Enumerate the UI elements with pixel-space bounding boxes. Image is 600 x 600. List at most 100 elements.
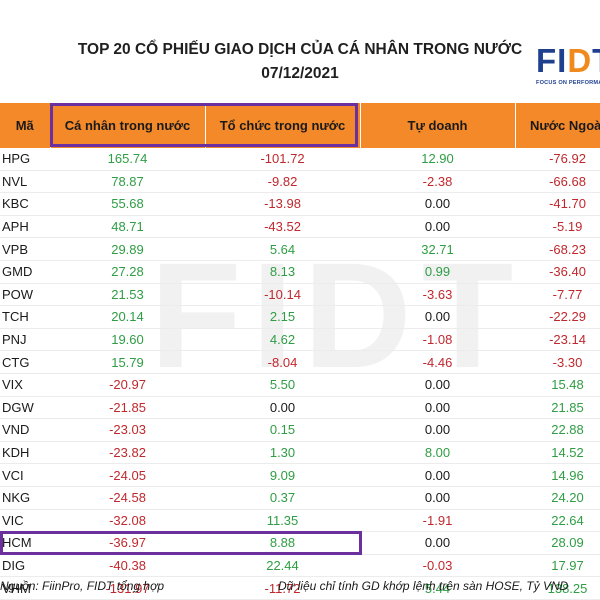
value-cell: -101.72 — [205, 148, 360, 171]
header-code: Mã — [0, 103, 51, 148]
stock-code: VCI — [0, 463, 50, 487]
value-cell: -41.70 — [515, 192, 600, 216]
value-cell: 55.68 — [50, 192, 205, 216]
stock-code: GMD — [0, 260, 50, 284]
value-cell: 15.79 — [50, 350, 205, 374]
value-cell: -1.08 — [360, 328, 515, 352]
value-cell: 0.99 — [360, 260, 515, 284]
value-cell: 0.00 — [360, 396, 515, 420]
header-proprietary: Tự doanh — [360, 103, 516, 148]
stock-code: HPG — [0, 148, 50, 171]
table-row: KDH -23.82 1.30 8.00 14.52 — [0, 441, 600, 465]
table-header-row: Mã Cá nhân trong nước Tổ chức trong nước… — [0, 103, 600, 148]
stock-code: VHM — [0, 576, 50, 600]
value-cell: -2.38 — [360, 170, 515, 194]
table-row: KBC 55.68 -13.98 0.00 -41.70 — [0, 192, 600, 216]
value-cell: -68.23 — [515, 237, 600, 261]
table-row: HCM -36.97 8.88 0.00 28.09 — [0, 531, 600, 555]
value-cell: -4.46 — [360, 350, 515, 374]
stock-code: APH — [0, 215, 50, 239]
value-cell: 12.90 — [360, 148, 515, 171]
value-cell: 21.53 — [50, 283, 205, 307]
stock-code: VPB — [0, 237, 50, 261]
value-cell: 5.44 — [360, 576, 515, 600]
table-row: VHM -131.97 -11.72 5.44 138.25 — [0, 576, 600, 600]
value-cell: 27.28 — [50, 260, 205, 284]
stock-code: CTG — [0, 350, 50, 374]
stock-code: VND — [0, 418, 50, 442]
value-cell: -24.05 — [50, 463, 205, 487]
value-cell: -7.77 — [515, 283, 600, 307]
table-row: PNJ 19.60 4.62 -1.08 -23.14 — [0, 328, 600, 352]
value-cell: -10.14 — [205, 283, 360, 307]
stock-code: POW — [0, 283, 50, 307]
value-cell: 165.74 — [50, 148, 205, 171]
value-cell: -8.04 — [205, 350, 360, 374]
value-cell: 28.09 — [515, 531, 600, 555]
value-cell: -13.98 — [205, 192, 360, 216]
title-date: 07/12/2021 — [261, 65, 339, 82]
value-cell: 0.00 — [360, 463, 515, 487]
header-institution: Tổ chức trong nước — [205, 103, 361, 148]
table-row: POW 21.53 -10.14 -3.63 -7.77 — [0, 283, 600, 307]
page-title: TOP 20 CỔ PHIẾU GIAO DỊCH CỦA CÁ NHÂN TR… — [0, 38, 600, 86]
table-row: APH 48.71 -43.52 0.00 -5.19 — [0, 215, 600, 239]
table-row: CTG 15.79 -8.04 -4.46 -3.30 — [0, 350, 600, 374]
value-cell: 5.64 — [205, 237, 360, 261]
value-cell: 14.96 — [515, 463, 600, 487]
value-cell: -22.29 — [515, 305, 600, 329]
value-cell: -36.97 — [50, 531, 205, 555]
value-cell: -24.58 — [50, 486, 205, 510]
value-cell: 14.52 — [515, 441, 600, 465]
source-note: Nguồn: FiinPro, FIDT tổng hợp — [0, 579, 164, 593]
title-line-1: TOP 20 CỔ PHIẾU GIAO DỊCH CỦA CÁ NHÂN TR… — [77, 41, 523, 58]
value-cell: -20.97 — [50, 373, 205, 397]
stock-code: VIC — [0, 509, 50, 533]
table-row: VCI -24.05 9.09 0.00 14.96 — [0, 463, 600, 487]
value-cell: -131.97 — [50, 576, 205, 600]
logo-tagline: FOCUS ON PERFORMANCE — [536, 80, 600, 86]
stock-code: KBC — [0, 192, 50, 216]
value-cell: 21.85 — [515, 396, 600, 420]
value-cell: 22.64 — [515, 509, 600, 533]
value-cell: 5.50 — [205, 373, 360, 397]
table-row: DIG -40.38 22.44 -0.03 17.97 — [0, 554, 600, 578]
value-cell: 20.14 — [50, 305, 205, 329]
table-row: NKG -24.58 0.37 0.00 24.20 — [0, 486, 600, 510]
value-cell: -36.40 — [515, 260, 600, 284]
table-row: GMD 27.28 8.13 0.99 -36.40 — [0, 260, 600, 284]
table-row: HPG 165.74 -101.72 12.90 -76.92 — [0, 148, 600, 171]
stock-code: NKG — [0, 486, 50, 510]
stock-code: PNJ — [0, 328, 50, 352]
stock-code: DIG — [0, 554, 50, 578]
value-cell: 0.00 — [360, 192, 515, 216]
table-row: VPB 29.89 5.64 32.71 -68.23 — [0, 237, 600, 261]
value-cell: -3.30 — [515, 350, 600, 374]
value-cell: -23.14 — [515, 328, 600, 352]
value-cell: 1.30 — [205, 441, 360, 465]
header-individual: Cá nhân trong nước — [50, 103, 206, 148]
value-cell: 0.00 — [360, 531, 515, 555]
stock-code: KDH — [0, 441, 50, 465]
fidt-logo: FIDT FOCUS ON PERFORMANCE — [536, 44, 600, 94]
stock-code: VIX — [0, 373, 50, 397]
value-cell: 78.87 — [50, 170, 205, 194]
value-cell: -9.82 — [205, 170, 360, 194]
value-cell: 138.25 — [515, 576, 600, 600]
value-cell: 17.97 — [515, 554, 600, 578]
value-cell: 9.09 — [205, 463, 360, 487]
value-cell: 0.15 — [205, 418, 360, 442]
value-cell: 32.71 — [360, 237, 515, 261]
value-cell: 0.00 — [360, 373, 515, 397]
value-cell: -1.91 — [360, 509, 515, 533]
value-cell: -23.03 — [50, 418, 205, 442]
value-cell: 19.60 — [50, 328, 205, 352]
stock-code: NVL — [0, 170, 50, 194]
value-cell: -5.19 — [515, 215, 600, 239]
value-cell: -23.82 — [50, 441, 205, 465]
table-row: DGW -21.85 0.00 0.00 21.85 — [0, 396, 600, 420]
stock-code: TCH — [0, 305, 50, 329]
value-cell: 0.00 — [360, 486, 515, 510]
value-cell: -76.92 — [515, 148, 600, 171]
value-cell: 0.00 — [360, 305, 515, 329]
